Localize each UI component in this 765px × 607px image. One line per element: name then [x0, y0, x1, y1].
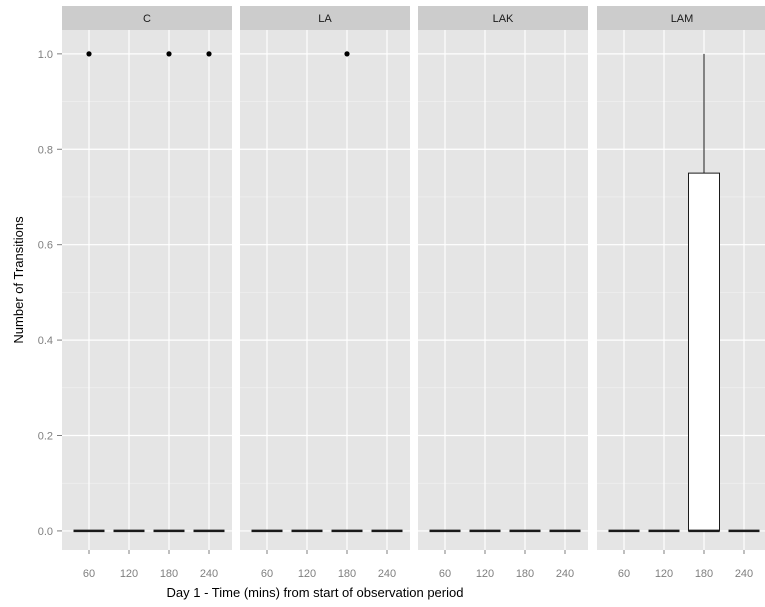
- box-c-240: [193, 51, 225, 533]
- x-axis-title: Day 1 - Time (mins) from start of observ…: [167, 585, 464, 600]
- x-tick-label: 240: [735, 568, 753, 580]
- panel-background: [240, 30, 410, 550]
- x-tick-label: 60: [261, 568, 273, 580]
- panel-background: [62, 30, 232, 550]
- x-tick-label: 180: [695, 568, 713, 580]
- x-tick-label: 120: [120, 568, 138, 580]
- facet-strip: [240, 6, 410, 30]
- facet-panel-lak: LAK 60 120 180 240: [418, 6, 588, 580]
- facet-strip-label: C: [143, 13, 151, 25]
- x-tick-label: 60: [83, 568, 95, 580]
- y-tick-label: 0.2: [38, 431, 53, 443]
- facet-strip: [418, 6, 588, 30]
- box-body: [688, 172, 720, 532]
- outlier-point: [344, 51, 350, 57]
- outlier-point: [86, 51, 92, 57]
- facet-strip: [62, 6, 232, 30]
- y-tick-label: 0.0: [38, 526, 53, 538]
- y-tick-label: 1.0: [38, 49, 53, 61]
- facet-strip-label: LA: [318, 13, 332, 25]
- outlier-point: [206, 51, 212, 57]
- y-axis: 0.0 0.2 0.4 0.6 0.8 1.0: [38, 49, 62, 538]
- x-tick-label: 60: [618, 568, 630, 580]
- box-la-180: [331, 51, 363, 533]
- x-tick-label: 60: [439, 568, 451, 580]
- facet-panel-la: LA 60 120 180 240: [240, 6, 410, 580]
- panel-background: [597, 30, 765, 550]
- x-tick-label: 120: [476, 568, 494, 580]
- y-tick-label: 0.6: [38, 240, 53, 252]
- panel-background: [418, 30, 588, 550]
- facet-strip-label: LAM: [671, 13, 694, 25]
- box-c-60: [73, 51, 105, 533]
- facet-strip-label: LAK: [493, 13, 514, 25]
- facet-panel-lam: LAM 60 120 180 240: [597, 6, 765, 580]
- x-tick-label: 240: [378, 568, 396, 580]
- x-tick-label: 180: [338, 568, 356, 580]
- x-tick-label: 240: [556, 568, 574, 580]
- x-tick-label: 120: [655, 568, 673, 580]
- y-axis-title: Number of Transitions: [11, 216, 26, 344]
- box-c-180: [153, 51, 185, 533]
- facet-strip: [597, 6, 765, 30]
- outlier-point: [166, 51, 172, 57]
- y-tick-label: 0.8: [38, 144, 53, 156]
- x-tick-label: 240: [200, 568, 218, 580]
- facet-panel-c: C 60 120 180 240: [62, 6, 232, 580]
- box-lam-180: [688, 53, 720, 533]
- x-tick-label: 180: [160, 568, 178, 580]
- x-tick-label: 120: [298, 568, 316, 580]
- y-tick-label: 0.4: [38, 335, 53, 347]
- x-tick-label: 180: [516, 568, 534, 580]
